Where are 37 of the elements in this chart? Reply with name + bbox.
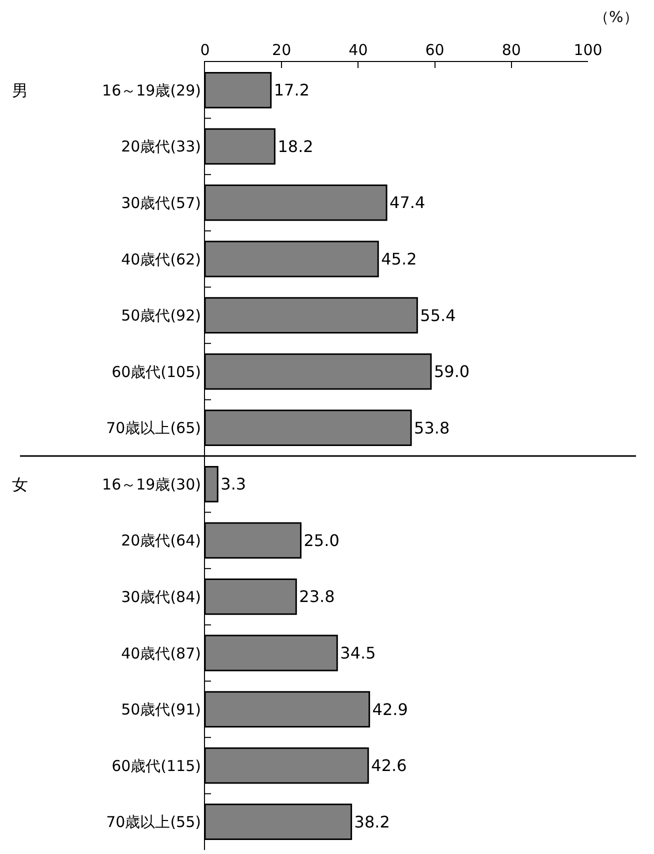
data-label: 3.3 (220, 474, 246, 494)
text: 男 (12, 81, 28, 100)
y-tick-label: 20歳代(33) (121, 138, 201, 156)
x-tick-label: 100 (574, 41, 602, 59)
y-tick-label: 30歳代(84) (121, 588, 201, 606)
x-tick-label: 0 (200, 41, 210, 59)
data-label: 47.4 (390, 193, 426, 212)
data-label: 55.4 (420, 306, 456, 325)
text: 女 (12, 475, 28, 494)
y-tick-label: 16～19歳(29) (102, 81, 201, 100)
x-tick-label: 20 (272, 41, 292, 59)
data-label: 42.6 (371, 756, 407, 776)
y-tick-label: 40歳代(62) (121, 250, 201, 268)
y-tick-label: 60歳代(105) (112, 362, 201, 381)
y-tick-label: 70歳以上(55) (106, 813, 201, 832)
data-label: 59.0 (434, 362, 470, 382)
x-axis-title: （%） (594, 8, 638, 26)
y-tick-label: 50歳代(92) (121, 306, 201, 325)
data-label: 25.0 (304, 530, 340, 550)
data-label: 17.2 (274, 80, 310, 100)
y-tick-label: 50歳代(91) (121, 700, 201, 719)
y-tick-label: 70歳以上(65) (106, 419, 201, 438)
x-tick-label: 60 (425, 41, 444, 59)
data-label: 53.8 (414, 418, 450, 438)
data-label: 23.8 (299, 587, 335, 606)
y-tick-label: 60歳代(115) (112, 756, 201, 775)
y-tick-label: 40歳代(87) (121, 644, 201, 662)
data-label: 42.9 (372, 700, 408, 719)
data-label: 45.2 (381, 250, 417, 268)
x-tick-label: 40 (348, 41, 368, 59)
y-tick-label: 30歳代(57) (121, 194, 201, 212)
data-label: 18.2 (278, 136, 314, 156)
data-label: 34.5 (340, 644, 376, 662)
data-label: 38.2 (354, 812, 390, 832)
x-tick-label: 80 (502, 41, 521, 59)
y-tick-label: 16～19歳(30) (102, 475, 201, 494)
y-tick-label: 20歳代(64) (121, 532, 201, 550)
